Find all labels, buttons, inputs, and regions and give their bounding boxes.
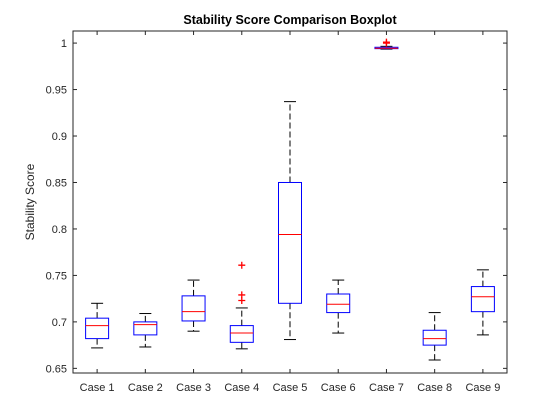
x-tick-label: Case 5 [273,382,308,394]
y-tick-label: 0.75 [46,270,67,282]
iqr-box [326,293,351,314]
y-tick-label: 0.85 [46,177,67,189]
x-tick-label: Case 9 [465,382,500,394]
outlier-marker [382,38,390,46]
box-4 [229,261,254,350]
box-1 [85,302,110,349]
x-axis: Case 1 Case 2 Case 3 Case 4 Case 5 Case 6 Case… [80,31,500,394]
box-9 [470,269,495,336]
y-tick-label: 1 [61,38,67,50]
y-tick-label: 0.95 [46,85,67,97]
y-tick-label: 0.7 [52,317,67,329]
boxes-group [85,38,495,361]
chart-title: Stability Score Comparison Boxplot [183,13,397,27]
iqr-box [85,317,110,340]
iqr-box [229,325,254,343]
x-tick-label: Case 4 [224,382,259,394]
box-3 [181,279,206,332]
x-tick-label: Case 3 [176,382,211,394]
box-7 [374,38,399,50]
box-6 [326,279,351,334]
outlier-marker [238,291,246,299]
y-tick-label: 0.8 [52,224,67,236]
y-axis-label: Stability Score [23,163,37,240]
x-tick-label: Case 2 [128,382,163,394]
outlier-marker [238,261,246,269]
x-tick-label: Case 6 [321,382,356,394]
box-2 [133,313,158,348]
iqr-box [422,329,447,346]
x-tick-label: Case 1 [80,382,115,394]
iqr-box [278,181,302,304]
box-8 [422,312,447,361]
y-tick-label: 0.65 [46,363,67,375]
y-tick-label: 0.9 [52,131,67,143]
x-tick-label: Case 8 [417,382,452,394]
iqr-box [133,321,158,336]
iqr-box [470,286,495,313]
iqr-box [181,295,206,322]
y-axis: 0.65 0.7 0.75 0.8 0.85 0.9 0.95 1 [46,38,507,375]
box-5 [278,101,302,341]
x-tick-label: Case 7 [369,382,404,394]
